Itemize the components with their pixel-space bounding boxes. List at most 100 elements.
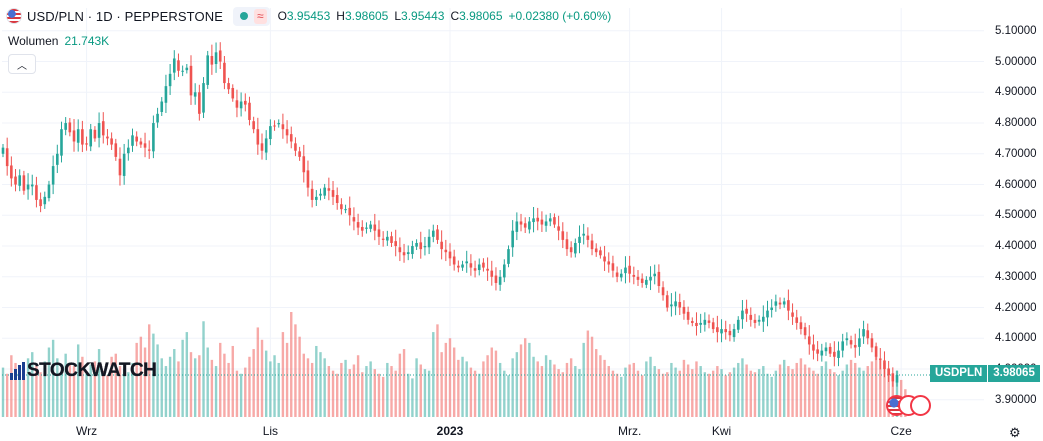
volume-bar: [252, 349, 255, 417]
last-price-tag: USDPLN 3.98065: [930, 365, 1040, 382]
volume-bar: [444, 342, 448, 417]
candle-body: [853, 345, 857, 348]
candle-body: [193, 92, 197, 97]
volume-bar: [319, 352, 322, 417]
candle-body: [762, 316, 765, 322]
change-value: +0.02380 (+0.60%): [508, 9, 612, 23]
volume-bar: [895, 370, 899, 417]
volume-bar: [76, 344, 80, 417]
volume-bar: [737, 362, 740, 417]
volume-bar: [574, 366, 577, 417]
volume-bar: [440, 352, 443, 417]
volume-bar: [858, 367, 861, 417]
volume-bar: [766, 373, 769, 417]
volume-bar: [5, 373, 9, 417]
volume-bar: [381, 376, 385, 417]
candle-body: [728, 330, 732, 336]
volume-bar: [887, 369, 890, 417]
candle-body: [110, 138, 113, 145]
price-tick-label: 4.40000: [995, 240, 1037, 253]
candle-body: [231, 87, 235, 99]
candle-body: [340, 204, 343, 210]
candle-body: [741, 310, 744, 320]
candle-body: [101, 121, 105, 136]
candle-body: [390, 236, 393, 243]
volume-bar: [160, 358, 163, 417]
candle-body: [649, 276, 652, 281]
candle-body: [778, 302, 782, 305]
wave-icon[interactable]: ≈: [253, 8, 267, 24]
candle-body: [607, 261, 611, 265]
volume-bar: [285, 342, 289, 417]
volume-bar: [81, 356, 84, 417]
candle-body: [147, 149, 151, 151]
candle-body: [22, 175, 26, 191]
volume-bar: [148, 324, 151, 417]
volume-bar: [595, 349, 598, 417]
volume-bar: [244, 367, 247, 417]
market-open-dot-icon: [239, 12, 248, 20]
volume-bar: [106, 375, 109, 417]
volume-bar: [177, 361, 180, 417]
price-tick-label: 4.90000: [995, 86, 1037, 99]
volume-bar: [14, 362, 17, 417]
volume-bar: [711, 370, 715, 417]
candle-body: [661, 287, 665, 296]
volume-legend[interactable]: Wolumen 21.743K: [8, 34, 109, 48]
candle-body: [398, 247, 402, 253]
candle-body: [164, 86, 168, 103]
volume-bar: [269, 361, 272, 417]
candle-body: [168, 73, 172, 87]
collapse-legend-button[interactable]: ︿: [8, 54, 36, 74]
candle-body: [482, 262, 485, 268]
price-tick-label: 5.10000: [995, 24, 1037, 37]
settings-gear-icon[interactable]: ⚙: [1009, 425, 1021, 440]
volume-bars: [1, 312, 907, 417]
volume-bar: [51, 339, 55, 417]
price-tick-label: 4.70000: [995, 147, 1037, 160]
candle-body: [327, 188, 331, 191]
candle-body: [156, 113, 159, 123]
candle-body: [440, 241, 443, 250]
volume-bar: [340, 362, 343, 417]
volume-bar: [102, 370, 105, 417]
volume-bar: [624, 367, 627, 417]
volume-bar: [586, 330, 590, 417]
symbol-header[interactable]: USD/PLN · 1D · PEPPERSTONE ≈ O3.95453 H3…: [6, 6, 611, 26]
time-tick-label: Kwi: [711, 424, 732, 438]
symbol-title[interactable]: USD/PLN · 1D · PEPPERSTONE: [27, 8, 223, 24]
volume-bar: [544, 355, 548, 417]
volume-bar: [473, 370, 477, 417]
candle-body: [503, 264, 506, 278]
candle-body: [636, 276, 640, 280]
volume-bar: [131, 362, 134, 417]
candle-body: [315, 196, 318, 200]
volume-bar: [135, 342, 138, 417]
volume-bar: [691, 369, 694, 417]
volume-bar: [18, 370, 21, 417]
economic-events[interactable]: [886, 395, 931, 416]
volume-bar: [210, 359, 214, 417]
volume-bar: [686, 364, 690, 417]
volume-bar: [336, 373, 339, 417]
candle-body: [594, 248, 598, 253]
event-icon[interactable]: [910, 395, 931, 416]
volume-bar: [356, 355, 360, 417]
volume-bar: [264, 350, 268, 417]
volume-bar: [35, 366, 38, 417]
candle-body: [753, 319, 757, 323]
candle-body: [707, 320, 711, 323]
volume-bar: [173, 349, 176, 417]
candle-body: [523, 223, 527, 228]
candle-body: [519, 221, 523, 225]
candle-body: [122, 153, 126, 176]
volume-bar: [448, 338, 452, 417]
price-tick-label: 4.30000: [995, 270, 1037, 283]
candle-body: [415, 242, 418, 247]
volume-bar: [1, 367, 5, 417]
candle-body: [457, 265, 460, 268]
volume-bar: [31, 352, 34, 417]
volume-bar: [432, 332, 435, 417]
market-status-pill[interactable]: ≈: [232, 6, 270, 26]
